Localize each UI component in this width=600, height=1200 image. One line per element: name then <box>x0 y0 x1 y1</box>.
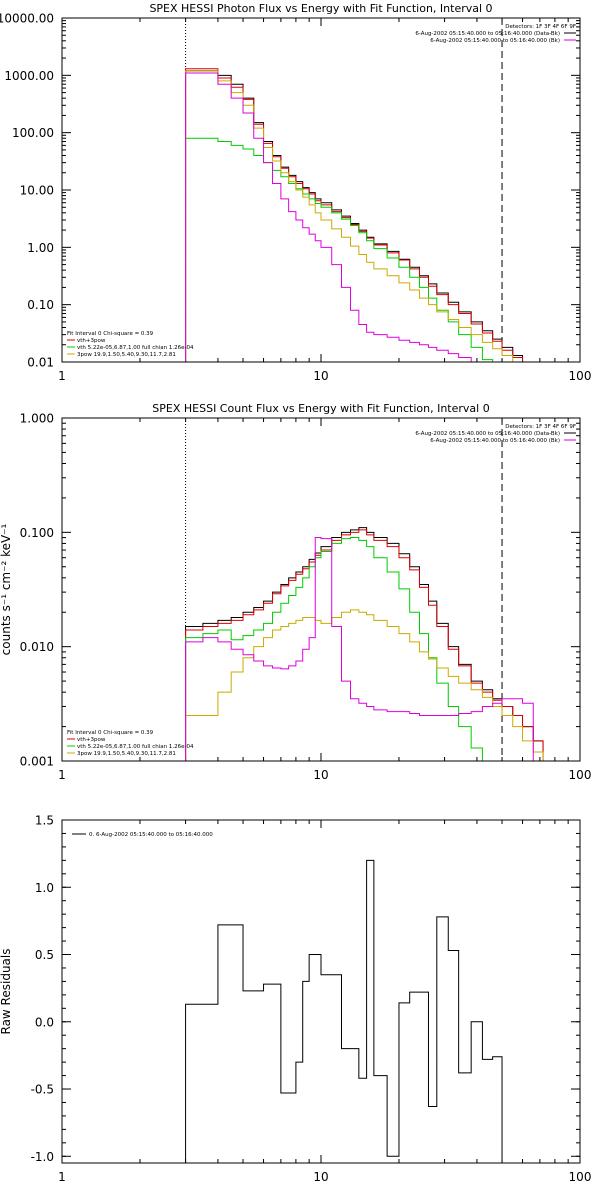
series-line-3 <box>185 137 503 362</box>
y-tick-label: 0.100 <box>20 526 54 540</box>
legend-text: vth 5.22e-05,6.87,1.00 full chian 1.26e-… <box>77 744 194 750</box>
y-tick-label: 1000.00 <box>4 69 54 83</box>
plot-frame <box>61 17 581 363</box>
legend-text: Fit Interval 0 Chi-square = 0.39 <box>67 730 154 736</box>
series-line-3 <box>185 537 483 761</box>
x-tick-label: 100 <box>569 768 592 782</box>
y-tick-label: 1.00 <box>27 241 54 255</box>
series-line-4 <box>185 609 555 761</box>
x-tick-label: 100 <box>569 1170 592 1184</box>
x-tick-label: 10 <box>313 1170 328 1184</box>
legend-text: 6-Aug-2002 05:15:40.000 to 05:16:40.000 … <box>430 438 560 444</box>
series-line-4 <box>185 70 523 362</box>
series-line-1 <box>185 70 534 362</box>
legend-text: Detectors: 1F 3F 4F 6F 9F <box>505 24 576 30</box>
chart-panel-2: SPEX HESSI Count Flux vs Energy with Fit… <box>0 402 591 782</box>
legend-text: 3pow 19.9,1.50,5.40,9.30,11.7,2.81 <box>77 352 176 358</box>
series-group <box>185 527 555 761</box>
series-line-2 <box>185 68 534 362</box>
y-tick-label: 10000.00 <box>0 12 54 26</box>
chart-panel-3: Raw Residuals 1 10 100 -1.0 -0.5 0.0 0.5 1.0 1.5 0… <box>0 814 591 1185</box>
x-tick-label: 1 <box>58 768 66 782</box>
y-tick-label: 0.10 <box>27 298 54 312</box>
plot-frame <box>61 417 581 762</box>
series-line-1 <box>185 859 503 1163</box>
y-tick-label: 0.01 <box>27 356 54 370</box>
x-tick-label: 1 <box>58 369 66 383</box>
y-tick-label: 10.00 <box>20 184 54 198</box>
x-tick-label: 1 <box>58 1170 66 1184</box>
series-line-2 <box>185 529 555 761</box>
legend-text: 0. 6-Aug-2002 05:15:40.000 to 05:16:40.0… <box>89 832 213 838</box>
series-group <box>185 859 503 1163</box>
series-line-5 <box>185 72 483 362</box>
y-tick-label: -0.5 <box>31 1083 54 1097</box>
y-tick-label: 0.001 <box>20 755 54 769</box>
legend-text: Fit Interval 0 Chi-square = 0.39 <box>67 331 154 337</box>
legend-text: 3pow 19.9,1.50,5.40,9.30,11.7,2.81 <box>77 751 176 757</box>
legend-text: Detectors: 1F 3F 4F 6F 9F <box>505 424 576 430</box>
legend-text: 6-Aug-2002 05:15:40.000 to 05:16:40.000 … <box>415 31 560 37</box>
legend-text: 6-Aug-2002 05:15:40.000 to 05:16:40.000 … <box>415 431 560 437</box>
legend-text: vth+3pow <box>77 737 106 743</box>
y-tick-label: 0.0 <box>35 1015 54 1029</box>
y-tick-label: 0.010 <box>20 640 54 654</box>
y-tick-label: 1.5 <box>35 814 54 828</box>
series-line-5 <box>185 537 534 761</box>
x-tick-label: 100 <box>569 369 592 383</box>
y-tick-label: 0.5 <box>35 948 54 962</box>
chart-title: SPEX HESSI Photon Flux vs Energy with Fi… <box>149 2 492 15</box>
legend-text: 6-Aug-2002 05:15:40.000 to 05:16:40.000 … <box>430 38 560 44</box>
legend-text: vth 5.22e-05,6.87,1.00 full chian 1.26e-… <box>77 345 194 351</box>
chart-title: SPEX HESSI Count Flux vs Energy with Fit… <box>152 402 489 415</box>
chart-panel-1: SPEX HESSI Photon Flux vs Energy with Fi… <box>0 2 591 383</box>
y-tick-label: -1.0 <box>31 1150 54 1164</box>
y-axis-label: counts s⁻¹ cm⁻² keV⁻¹ <box>0 523 13 655</box>
legend-text: vth+3pow <box>77 338 106 344</box>
series-line-1 <box>185 527 555 761</box>
y-axis-label: Raw Residuals <box>0 949 13 1035</box>
series-group <box>185 68 534 362</box>
x-tick-label: 10 <box>313 369 328 383</box>
y-tick-label: 1.000 <box>20 412 54 426</box>
x-tick-label: 10 <box>313 768 328 782</box>
plot-frame <box>61 819 581 1164</box>
y-tick-label: 100.00 <box>12 126 54 140</box>
y-tick-label: 1.0 <box>35 881 54 895</box>
